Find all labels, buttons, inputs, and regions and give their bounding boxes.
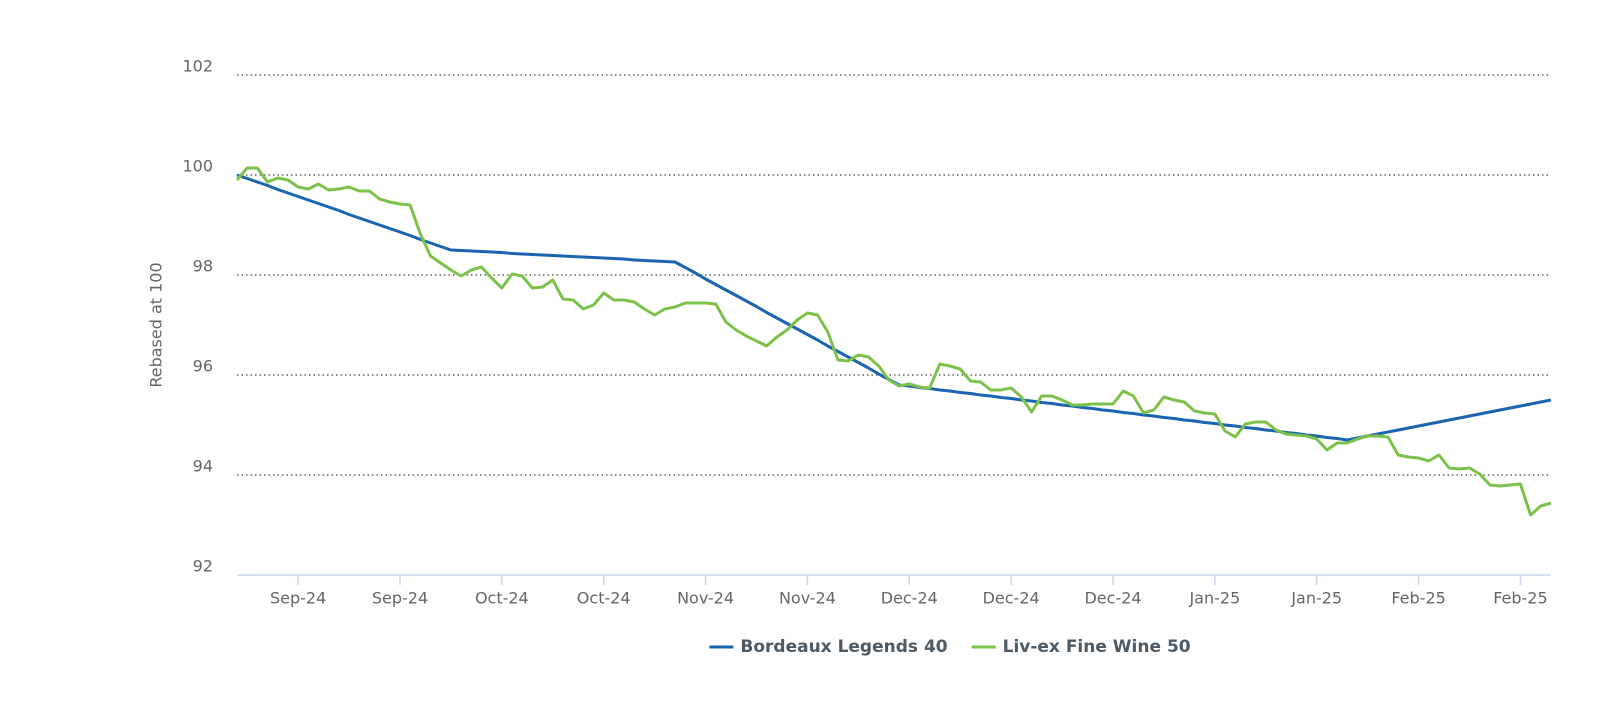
x-tick-label: Feb-25 xyxy=(1493,589,1547,608)
legend-text: Liv-ex Fine Wine 50 xyxy=(1003,637,1191,657)
x-tick-label: Nov-24 xyxy=(677,589,734,608)
y-axis-title: Rebased at 100 xyxy=(147,262,166,387)
x-tick-label: Sep-24 xyxy=(372,589,428,608)
y-tick-label: 100 xyxy=(182,157,213,176)
legend-text: Bordeaux Legends 40 xyxy=(740,637,947,657)
series-line xyxy=(235,166,1552,517)
y-tick-label: 102 xyxy=(182,57,213,76)
x-tick-label: Jan-25 xyxy=(1188,589,1240,608)
y-tick-label: 92 xyxy=(193,557,213,576)
x-tick-label: Nov-24 xyxy=(779,589,836,608)
x-tick-label: Feb-25 xyxy=(1391,589,1445,608)
series-line xyxy=(236,173,1552,442)
x-tick-label: Dec-24 xyxy=(983,589,1040,608)
y-tick-label: 96 xyxy=(193,357,213,376)
y-tick-label: 94 xyxy=(193,457,213,476)
x-tick-label: Jan-25 xyxy=(1290,589,1342,608)
x-tick-label: Oct-24 xyxy=(577,589,631,608)
x-tick-label: Dec-24 xyxy=(881,589,938,608)
x-tick-label: Dec-24 xyxy=(1084,589,1141,608)
x-tick-label: Oct-24 xyxy=(475,589,529,608)
y-tick-label: 98 xyxy=(193,257,213,276)
x-tick-label: Sep-24 xyxy=(270,589,326,608)
